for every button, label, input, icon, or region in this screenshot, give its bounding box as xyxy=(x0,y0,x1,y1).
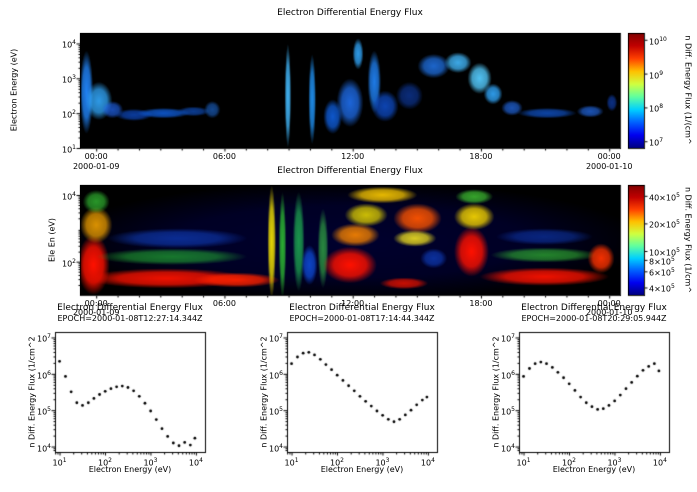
spectrum3-y-axis-label: n Diff. Energy Flux (1/cm^2 xyxy=(491,336,501,448)
x-date-label: 2000-01-09 xyxy=(72,162,120,171)
x-tick-label: 102 xyxy=(97,457,112,468)
x-date-label: 2000-01-10 xyxy=(585,162,633,171)
colorbar-tick-label: 4×105 xyxy=(649,283,675,295)
spectrum2-x-axis-label: Electron Energy (eV) xyxy=(320,465,404,474)
y-tick-label: 106 xyxy=(36,369,51,381)
x-tick-label: 101 xyxy=(284,457,299,468)
middle-y-axis-label: Ele En (eV) xyxy=(47,217,57,263)
middle-spectrogram-canvas xyxy=(80,185,620,295)
colorbar-tick-label: 108 xyxy=(649,103,664,115)
spectrum1-y-axis-label: n Diff. Energy Flux (1/cm^2 xyxy=(27,336,37,448)
spectrum1-epoch: EPOCH=2000-01-08T12:27:14.344Z xyxy=(57,314,203,323)
y-tick-label: 101 xyxy=(61,144,76,155)
spectrum1-title: Electron Differential Energy Flux xyxy=(57,303,203,313)
x-tick-label: 18:00 xyxy=(469,299,493,308)
colorbar-tick-label: 6×105 xyxy=(649,267,675,278)
top-spectrogram-canvas xyxy=(80,33,620,148)
spectrum1-canvas xyxy=(55,332,205,452)
x-tick-label: 104 xyxy=(188,457,203,468)
x-tick-label: 104 xyxy=(420,457,435,468)
x-tick-label: 101 xyxy=(52,457,67,468)
y-tick-label: 104 xyxy=(61,39,76,51)
top-spectrogram-title: Electron Differential Energy Flux xyxy=(277,8,423,18)
spectrum1-x-axis-label: Electron Energy (eV) xyxy=(88,465,172,474)
colorbar-tick-label: 109 xyxy=(649,69,664,81)
y-tick-label: 104 xyxy=(61,191,76,202)
y-tick-label: 104 xyxy=(36,442,51,454)
spectrum2-canvas xyxy=(287,332,437,452)
x-tick-label: 101 xyxy=(516,457,531,468)
x-tick-label: 102 xyxy=(561,457,576,468)
x-date-label: 2000-01-09 xyxy=(72,308,120,317)
spectrum3-x-axis-label: Electron Energy (eV) xyxy=(552,465,636,474)
spectrum2-y-axis-label: n Diff. Energy Flux (1/cm^2 xyxy=(259,336,269,448)
y-tick-label: 107 xyxy=(36,333,51,345)
middle-colorbar-label: n Diff. Energy Flux (1/cm^ xyxy=(683,186,693,294)
y-tick-label: 105 xyxy=(36,406,51,417)
spectrum2-epoch: EPOCH=2000-01-08T17:14:44.344Z xyxy=(289,314,435,323)
x-tick-label: 102 xyxy=(329,457,344,468)
y-tick-label: 106 xyxy=(268,369,283,381)
x-tick-label: 06:00 xyxy=(212,152,236,161)
x-tick-label: 103 xyxy=(375,457,390,468)
x-tick-label: 12:00 xyxy=(341,299,365,308)
y-tick-label: 107 xyxy=(500,333,515,345)
colorbar-tick-label: 20×105 xyxy=(649,219,680,231)
spectrum3-canvas xyxy=(519,332,669,452)
y-tick-label: 104 xyxy=(500,442,515,454)
y-tick-label: 106 xyxy=(500,369,515,381)
top-colorbar-label: n Diff. Energy Flux (1/(cm^ xyxy=(683,35,693,145)
y-tick-label: 105 xyxy=(268,406,283,417)
top-colorbar xyxy=(628,33,644,148)
x-tick-label: 06:00 xyxy=(212,299,236,308)
x-tick-label: 104 xyxy=(652,457,667,468)
x-tick-label: 00:00 xyxy=(597,152,621,161)
middle-colorbar xyxy=(628,185,644,295)
x-tick-label: 103 xyxy=(143,457,158,468)
top-y-axis-label: Electron Energy (eV) xyxy=(9,48,19,132)
colorbar-tick-label: 107 xyxy=(649,137,664,148)
y-tick-label: 103 xyxy=(61,74,76,85)
y-tick-label: 105 xyxy=(500,406,515,417)
x-date-label: 2000-01-10 xyxy=(585,308,633,317)
middle-spectrogram-title: Electron Differential Energy Flux xyxy=(277,166,423,176)
x-tick-label: 18:00 xyxy=(469,152,493,161)
x-tick-label: 103 xyxy=(607,457,622,468)
x-tick-label: 12:00 xyxy=(341,152,365,161)
x-tick-label: 00:00 xyxy=(84,152,108,161)
colorbar-tick-label: 1010 xyxy=(649,35,667,47)
y-tick-label: 107 xyxy=(268,333,283,345)
y-tick-label: 102 xyxy=(61,109,76,120)
y-tick-label: 102 xyxy=(61,257,76,269)
colorbar-tick-label: 40×105 xyxy=(649,191,680,203)
y-tick-label: 104 xyxy=(268,442,283,454)
